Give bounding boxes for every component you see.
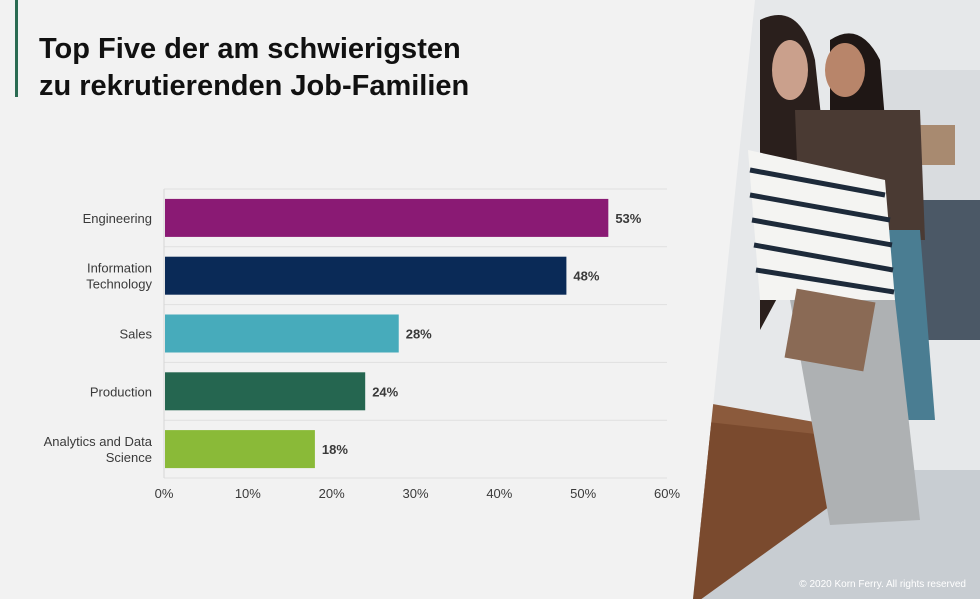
title-accent-bar <box>15 0 18 97</box>
category-label: Technology <box>86 277 152 292</box>
bar <box>165 372 366 411</box>
data-label: 53% <box>615 211 641 226</box>
data-label: 48% <box>573 269 599 284</box>
x-tick-label: 50% <box>570 486 596 501</box>
category-label: Engineering <box>83 211 152 226</box>
x-tick-label: 10% <box>235 486 261 501</box>
x-tick-label: 30% <box>402 486 428 501</box>
bar <box>165 198 609 237</box>
x-tick-label: 60% <box>654 486 680 501</box>
data-label: 24% <box>372 384 398 399</box>
copyright-text: © 2020 Korn Ferry. All rights reserved <box>799 579 966 590</box>
x-tick-label: 0% <box>155 486 174 501</box>
bar <box>165 256 567 295</box>
slide-title: Top Five der am schwierigsten zu rekruti… <box>39 31 469 105</box>
category-label: Analytics and Data <box>44 434 153 449</box>
x-tick-label: 20% <box>319 486 345 501</box>
data-label: 18% <box>322 442 348 457</box>
bar <box>165 430 315 469</box>
category-label: Information <box>87 261 152 276</box>
title-line-2: zu rekrutierenden Job-Familien <box>39 70 470 102</box>
category-label: Science <box>106 450 152 465</box>
category-label: Production <box>90 384 152 399</box>
bar <box>165 314 399 353</box>
title-line-1: Top Five der am schwierigsten <box>39 33 461 65</box>
x-tick-label: 40% <box>486 486 512 501</box>
data-label: 28% <box>406 327 432 342</box>
category-label: Sales <box>119 327 152 342</box>
